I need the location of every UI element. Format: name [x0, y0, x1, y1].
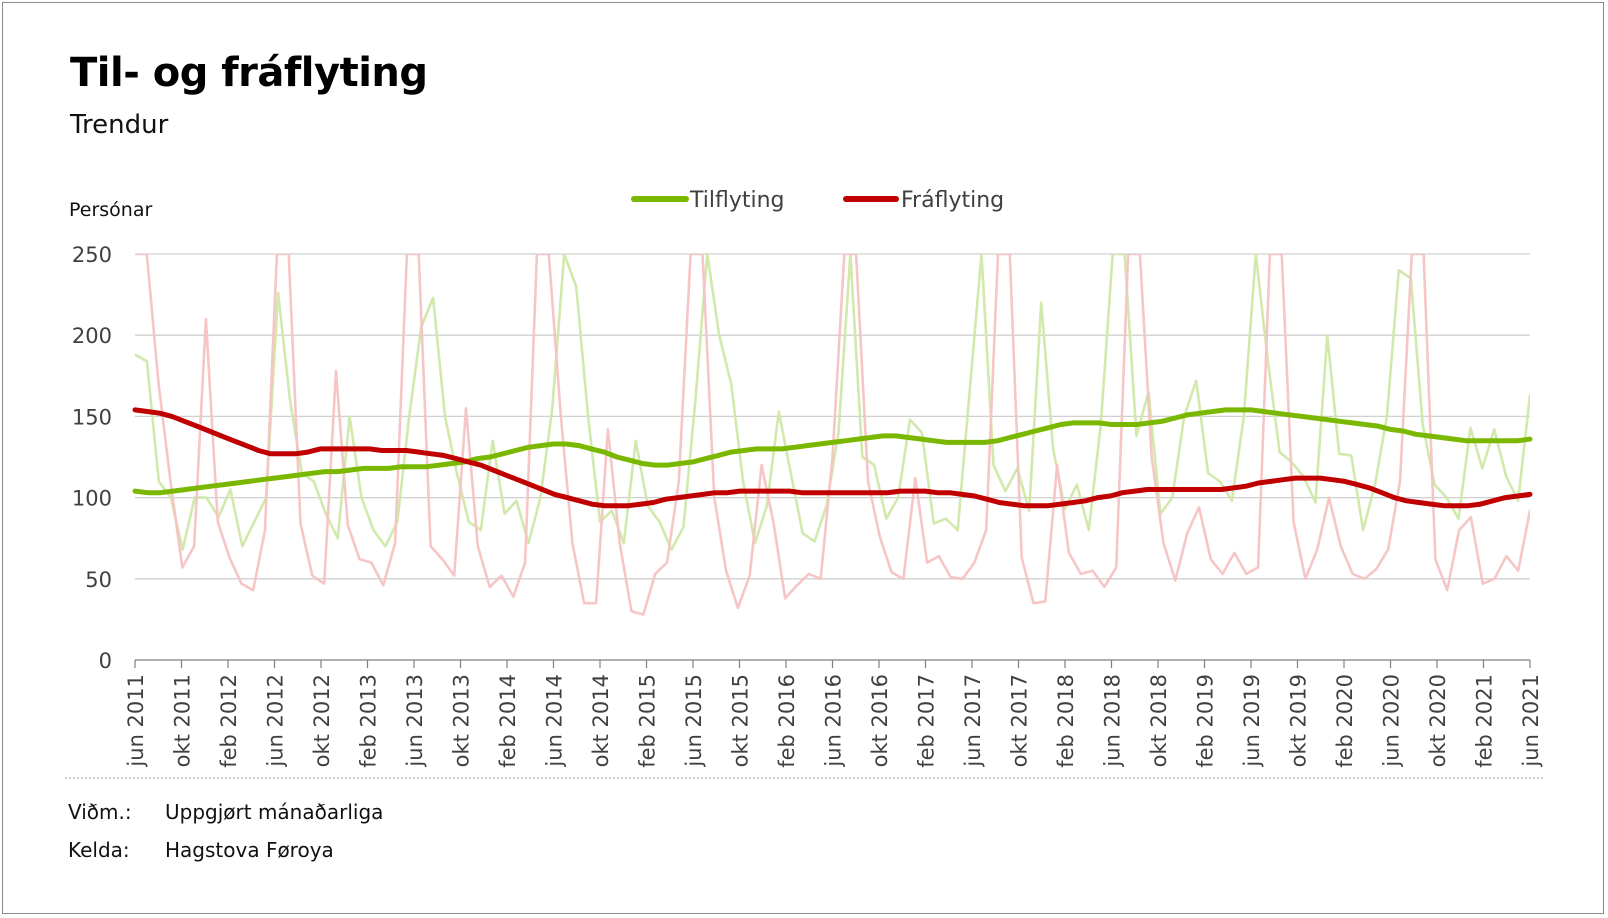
y-tick-label: 50 — [85, 568, 112, 592]
series-monthly-tilflyting — [135, 254, 1530, 551]
x-axis-ticks: jun 2011 okt 2011 feb 2012 jun 2012 okt 2012… — [124, 660, 1543, 768]
note-reference: Viðm.: Uppgjørt mánaðarliga — [68, 800, 383, 824]
x-tick-label: jun 2015 — [682, 674, 706, 768]
y-axis-label: Persónar — [69, 199, 152, 221]
x-tick-label: okt 2011 — [171, 674, 195, 767]
x-tick-label: okt 2018 — [1147, 674, 1171, 767]
x-tick-label: jun 2020 — [1380, 674, 1404, 768]
legend: Tilflyting Fráflyting — [631, 188, 1004, 213]
note-source: Kelda: Hagstova Føroya — [68, 838, 334, 862]
x-tick-label: feb 2020 — [1333, 674, 1357, 768]
x-tick-label: okt 2015 — [729, 674, 753, 767]
x-tick-label: feb 2016 — [775, 674, 799, 768]
x-tick-label: feb 2015 — [636, 674, 660, 768]
series-trend-fraflyting — [132, 407, 1533, 509]
x-tick-label: jun 2019 — [1240, 674, 1264, 768]
x-tick-label: okt 2020 — [1426, 674, 1450, 767]
y-tick-label: 150 — [72, 405, 112, 429]
series-monthly-fraflyting — [135, 254, 1530, 616]
note-source-label: Kelda: — [68, 838, 130, 862]
x-tick-label: feb 2013 — [357, 674, 381, 768]
x-tick-label: jun 2013 — [403, 674, 427, 768]
y-tick-label: 0 — [99, 649, 112, 673]
x-tick-label: feb 2018 — [1054, 674, 1078, 768]
x-tick-label: jun 2016 — [822, 674, 846, 768]
series-trend-tilflyting — [132, 407, 1533, 496]
x-tick-label: feb 2021 — [1473, 674, 1497, 768]
y-axis-ticks: 0 50 100 150 200 250 — [72, 243, 112, 673]
y-tick-label: 250 — [72, 243, 112, 267]
y-tick-label: 200 — [72, 324, 112, 348]
note-reference-text: Uppgjørt mánaðarliga — [165, 800, 384, 824]
x-tick-label: okt 2014 — [589, 674, 613, 767]
trend-series — [132, 407, 1533, 509]
x-tick-label: feb 2017 — [915, 674, 939, 768]
monthly-series — [135, 254, 1530, 616]
x-tick-label: jun 2011 — [124, 674, 148, 768]
x-tick-label: feb 2012 — [217, 674, 241, 768]
x-tick-label: feb 2019 — [1194, 674, 1218, 768]
x-tick-label: okt 2012 — [310, 674, 334, 767]
x-tick-label: okt 2017 — [1008, 674, 1032, 767]
note-source-text: Hagstova Føroya — [165, 838, 334, 862]
chart-subtitle: Trendur — [70, 110, 169, 140]
legend-label-tilflyting: Tilflyting — [689, 188, 785, 213]
legend-label-fraflyting: Fráflyting — [901, 188, 1004, 213]
x-tick-label: okt 2019 — [1287, 674, 1311, 767]
y-tick-label: 100 — [72, 487, 112, 511]
note-reference-label: Viðm.: — [68, 800, 132, 824]
x-tick-label: jun 2017 — [961, 674, 985, 768]
x-tick-label: okt 2016 — [868, 674, 892, 767]
chart-title: Til- og fráflyting — [70, 50, 428, 96]
x-tick-label: feb 2014 — [496, 674, 520, 768]
x-tick-label: okt 2013 — [450, 674, 474, 767]
x-tick-label: jun 2018 — [1101, 674, 1125, 768]
x-tick-label: jun 2012 — [264, 674, 288, 768]
x-tick-label: jun 2014 — [543, 674, 567, 768]
x-tick-label: jun 2021 — [1519, 674, 1543, 768]
